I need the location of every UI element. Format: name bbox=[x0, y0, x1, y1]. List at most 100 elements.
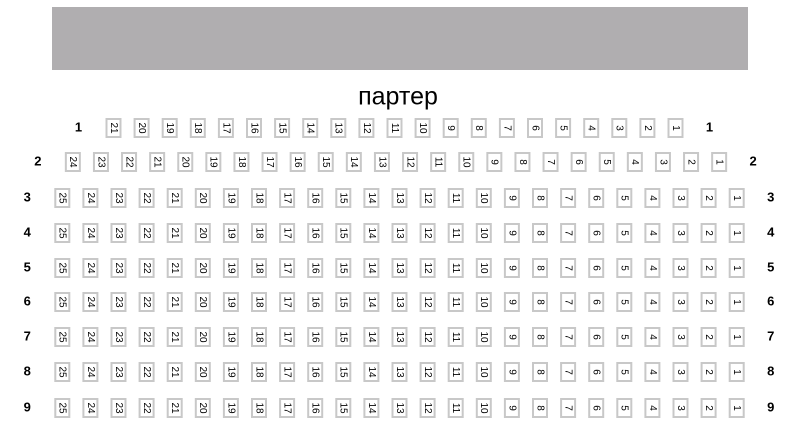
seat[interactable]: 18 bbox=[251, 327, 267, 347]
seat[interactable]: 17 bbox=[279, 258, 296, 278]
seat[interactable]: 21 bbox=[166, 258, 183, 278]
seat[interactable]: 2 bbox=[639, 118, 656, 138]
seat[interactable]: 4 bbox=[583, 118, 600, 138]
seat[interactable]: 14 bbox=[363, 292, 380, 312]
seat[interactable]: 18 bbox=[233, 152, 250, 172]
seat[interactable]: 10 bbox=[475, 258, 492, 278]
seat[interactable]: 7 bbox=[560, 398, 577, 418]
seat[interactable]: 19 bbox=[205, 152, 222, 172]
seat[interactable]: 12 bbox=[419, 223, 436, 243]
seat[interactable]: 20 bbox=[194, 398, 211, 418]
seat[interactable]: 17 bbox=[279, 188, 296, 208]
seat[interactable]: 15 bbox=[335, 362, 352, 382]
seat[interactable]: 13 bbox=[373, 152, 390, 172]
seat[interactable]: 19 bbox=[222, 398, 239, 418]
seat[interactable]: 10 bbox=[475, 327, 492, 347]
seat[interactable]: 21 bbox=[166, 327, 183, 347]
seat[interactable]: 4 bbox=[644, 258, 661, 278]
seat[interactable]: 23 bbox=[110, 327, 127, 347]
seat[interactable]: 4 bbox=[644, 188, 661, 208]
seat[interactable]: 12 bbox=[419, 327, 436, 347]
seat[interactable]: 16 bbox=[289, 152, 306, 172]
seat[interactable]: 16 bbox=[307, 258, 324, 278]
seat[interactable]: 22 bbox=[138, 398, 155, 418]
seat[interactable]: 19 bbox=[222, 188, 239, 208]
seat[interactable]: 1 bbox=[711, 152, 728, 172]
seat[interactable]: 10 bbox=[475, 223, 492, 243]
seat[interactable]: 25 bbox=[54, 398, 71, 418]
seat[interactable]: 9 bbox=[503, 398, 520, 418]
seat[interactable]: 16 bbox=[307, 362, 324, 382]
seat[interactable]: 12 bbox=[402, 152, 419, 172]
seat[interactable]: 1 bbox=[728, 362, 745, 382]
seat[interactable]: 22 bbox=[138, 327, 155, 347]
seat[interactable]: 11 bbox=[430, 152, 447, 172]
seat[interactable]: 1 bbox=[667, 118, 684, 138]
seat[interactable]: 15 bbox=[335, 398, 352, 418]
seat[interactable]: 9 bbox=[486, 152, 503, 172]
seat[interactable]: 3 bbox=[672, 398, 689, 418]
seat[interactable]: 23 bbox=[110, 188, 127, 208]
seat[interactable]: 8 bbox=[532, 188, 548, 208]
seat[interactable]: 21 bbox=[166, 292, 183, 312]
seat[interactable]: 23 bbox=[110, 258, 127, 278]
seat[interactable]: 15 bbox=[335, 223, 352, 243]
seat[interactable]: 14 bbox=[302, 118, 319, 138]
seat[interactable]: 5 bbox=[616, 398, 633, 418]
seat[interactable]: 5 bbox=[555, 118, 572, 138]
seat[interactable]: 7 bbox=[560, 258, 577, 278]
seat[interactable]: 14 bbox=[345, 152, 362, 172]
seat[interactable]: 8 bbox=[470, 118, 487, 138]
seat[interactable]: 24 bbox=[82, 258, 99, 278]
seat[interactable]: 8 bbox=[532, 362, 548, 382]
seat[interactable]: 24 bbox=[82, 292, 99, 312]
seat[interactable]: 22 bbox=[138, 188, 155, 208]
seat[interactable]: 2 bbox=[700, 362, 717, 382]
seat[interactable]: 19 bbox=[222, 292, 239, 312]
seat[interactable]: 4 bbox=[626, 152, 643, 172]
seat[interactable]: 22 bbox=[121, 152, 138, 172]
seat[interactable]: 17 bbox=[279, 362, 296, 382]
seat[interactable]: 6 bbox=[588, 327, 605, 347]
seat[interactable]: 9 bbox=[503, 223, 520, 243]
seat[interactable]: 3 bbox=[672, 327, 689, 347]
seat[interactable]: 11 bbox=[447, 188, 464, 208]
seat[interactable]: 6 bbox=[527, 118, 543, 138]
seat[interactable]: 17 bbox=[279, 327, 296, 347]
seat[interactable]: 12 bbox=[419, 188, 436, 208]
seat[interactable]: 24 bbox=[64, 152, 81, 172]
seat[interactable]: 7 bbox=[498, 118, 515, 138]
seat[interactable]: 21 bbox=[166, 223, 183, 243]
seat[interactable]: 16 bbox=[307, 223, 324, 243]
seat[interactable]: 10 bbox=[475, 398, 492, 418]
seat[interactable]: 7 bbox=[560, 327, 577, 347]
seat[interactable]: 8 bbox=[532, 258, 548, 278]
seat[interactable]: 18 bbox=[251, 188, 267, 208]
seat[interactable]: 3 bbox=[672, 362, 689, 382]
seat[interactable]: 6 bbox=[588, 362, 605, 382]
seat[interactable]: 2 bbox=[700, 398, 717, 418]
seat[interactable]: 5 bbox=[616, 223, 633, 243]
seat[interactable]: 2 bbox=[683, 152, 700, 172]
seat[interactable]: 13 bbox=[391, 292, 408, 312]
seat[interactable]: 24 bbox=[82, 223, 99, 243]
seat[interactable]: 8 bbox=[532, 292, 548, 312]
seat[interactable]: 23 bbox=[110, 292, 127, 312]
seat[interactable]: 12 bbox=[419, 398, 436, 418]
seat[interactable]: 10 bbox=[414, 118, 431, 138]
seat[interactable]: 2 bbox=[700, 292, 717, 312]
seat[interactable]: 11 bbox=[447, 292, 464, 312]
seat[interactable]: 15 bbox=[335, 258, 352, 278]
seat[interactable]: 23 bbox=[92, 152, 109, 172]
seat[interactable]: 11 bbox=[447, 258, 464, 278]
seat[interactable]: 6 bbox=[588, 223, 605, 243]
seat[interactable]: 14 bbox=[363, 188, 380, 208]
seat[interactable]: 13 bbox=[391, 258, 408, 278]
seat[interactable]: 5 bbox=[616, 327, 633, 347]
seat[interactable]: 12 bbox=[358, 118, 375, 138]
seat[interactable]: 2 bbox=[700, 258, 717, 278]
seat[interactable]: 3 bbox=[611, 118, 628, 138]
seat[interactable]: 4 bbox=[644, 327, 661, 347]
seat[interactable]: 21 bbox=[149, 152, 166, 172]
seat[interactable]: 5 bbox=[616, 362, 633, 382]
